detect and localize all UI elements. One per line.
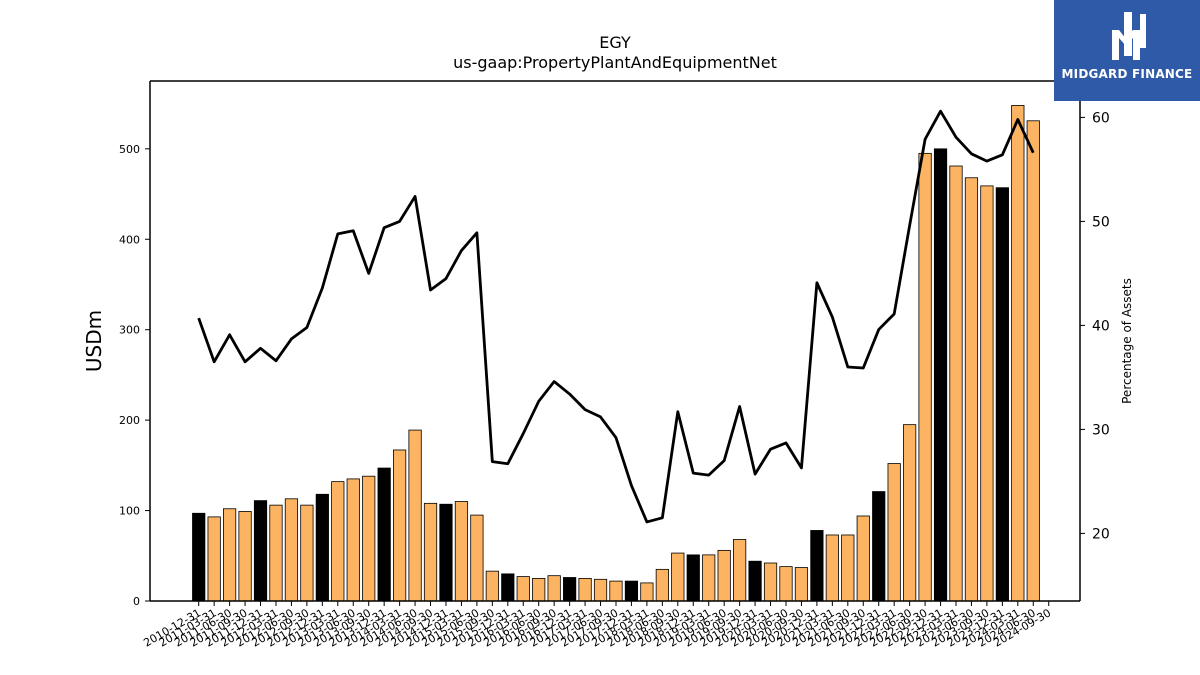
bar	[1011, 105, 1025, 602]
bar	[810, 530, 824, 602]
bar	[763, 562, 778, 602]
bar	[454, 501, 469, 602]
y-tick-label: 300	[119, 324, 140, 337]
bar	[733, 539, 747, 602]
midgard-finance-logo: MIDGARD FINANCE	[1054, 0, 1200, 101]
y-tick-label: 0	[133, 595, 140, 608]
bar	[485, 570, 499, 602]
bar	[671, 552, 685, 602]
bar	[933, 148, 948, 602]
bar	[439, 503, 453, 602]
y-tick-label: 200	[119, 414, 140, 427]
midgard-logo-icon	[1112, 12, 1146, 60]
chart-title: EGY	[599, 33, 631, 52]
bar	[655, 568, 669, 602]
bar	[949, 165, 963, 602]
bar	[872, 491, 886, 602]
bar	[903, 424, 917, 602]
bar	[563, 577, 577, 602]
bar	[377, 467, 391, 602]
bar	[192, 512, 206, 602]
bar	[702, 554, 716, 602]
chart-subtitle: us-gaap:PropertyPlantAndEquipmentNet	[453, 53, 777, 72]
bar	[995, 187, 1009, 602]
y2-tick-label: 30	[1092, 422, 1110, 438]
y2-tick-label: 50	[1092, 214, 1110, 230]
bar	[717, 549, 731, 602]
bar	[609, 580, 623, 602]
bar	[532, 577, 546, 602]
bar	[593, 578, 608, 602]
y2-tick-label: 20	[1092, 526, 1110, 542]
bar	[547, 575, 561, 602]
bar	[470, 514, 484, 602]
plot-area: 010020030040050020304050602010-12-312011…	[119, 80, 1110, 650]
bar	[284, 498, 299, 602]
y-axis-label: USDm	[82, 310, 106, 372]
bar	[964, 177, 979, 602]
bar	[253, 500, 268, 602]
bar	[856, 515, 870, 602]
bar	[686, 554, 700, 602]
bar	[346, 478, 360, 602]
bar	[624, 580, 639, 602]
bar	[779, 566, 793, 602]
y2-axis-label: Percentage of Assets	[1120, 278, 1134, 404]
bar	[362, 475, 376, 602]
y-tick-label: 400	[119, 233, 140, 246]
y2-tick-label: 40	[1092, 318, 1110, 334]
bar	[748, 560, 762, 602]
bar	[238, 511, 252, 602]
bar	[223, 508, 237, 602]
bar	[516, 576, 530, 602]
bar	[315, 493, 329, 602]
bar	[825, 534, 839, 602]
bar	[501, 573, 515, 602]
bar	[207, 516, 221, 602]
bar	[841, 534, 855, 602]
y-tick-label: 100	[119, 505, 140, 518]
bar	[300, 504, 314, 602]
bar	[269, 504, 283, 602]
bar	[331, 481, 345, 602]
series-line	[197, 109, 1035, 524]
bar	[918, 152, 932, 602]
bar	[794, 567, 809, 602]
bar	[887, 463, 901, 602]
bar	[393, 449, 407, 602]
bar	[408, 429, 422, 602]
y2-tick-label: 60	[1092, 110, 1110, 126]
bar	[1026, 120, 1040, 602]
logo-text: MIDGARD FINANCE	[1061, 67, 1193, 81]
bar	[578, 577, 592, 602]
bar	[640, 582, 654, 602]
bar	[423, 502, 438, 602]
y-tick-label: 500	[119, 143, 140, 156]
bar	[980, 185, 994, 602]
